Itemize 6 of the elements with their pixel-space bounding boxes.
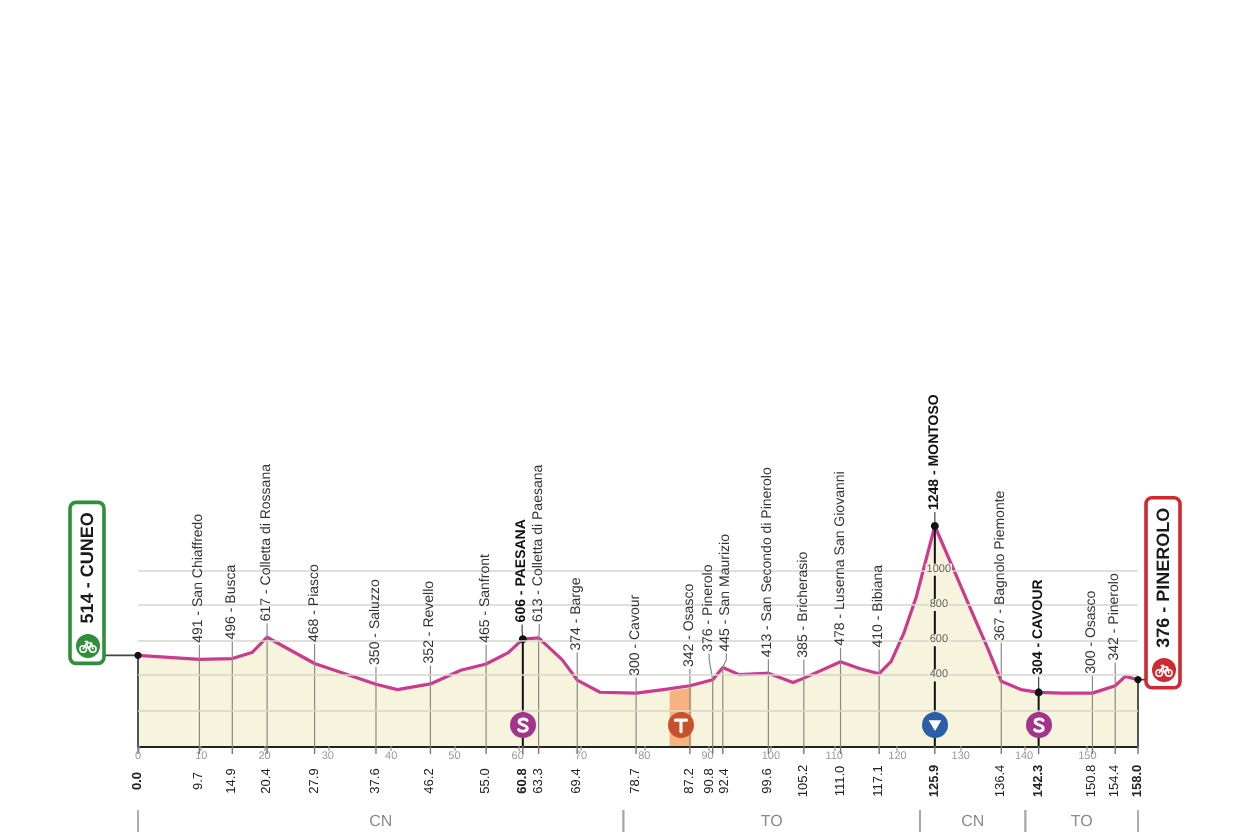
annotation: 514 - CUNEO	[77, 512, 97, 624]
text: CN	[961, 812, 985, 830]
annotation: 376 - PINEROLO	[1153, 507, 1173, 648]
text: TO	[760, 812, 783, 830]
text: TO	[1070, 812, 1093, 830]
text: CN	[369, 812, 393, 830]
